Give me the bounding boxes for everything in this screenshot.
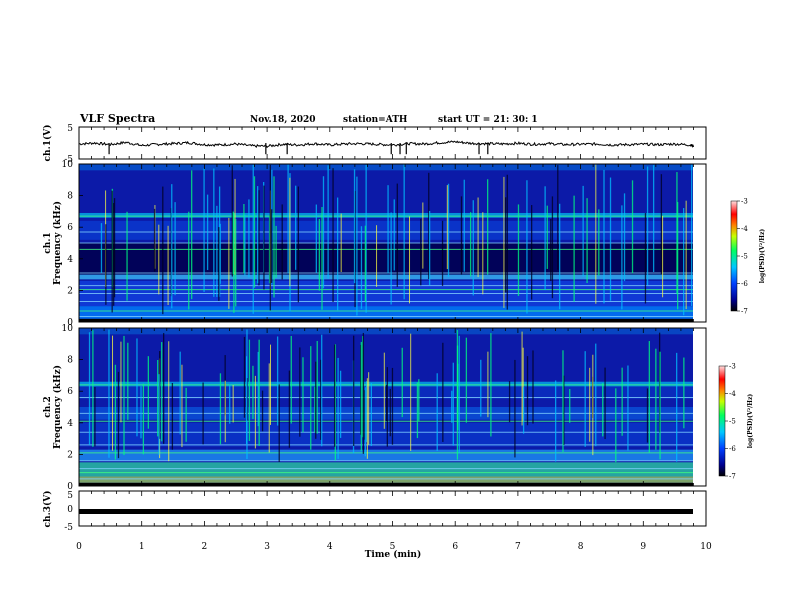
colorbar-tick-label: -6 (741, 280, 748, 288)
x-tick-label: 8 (578, 542, 584, 552)
ch2-spec-ylabel-freq: Frequency (kHz) (52, 365, 63, 449)
figure-title: VLF Spectra (79, 112, 155, 125)
freq-tick-label: 0 (67, 482, 73, 492)
freq-tick-label: 2 (67, 450, 73, 460)
ch3-waveform-line (79, 509, 693, 514)
freq-tick-label: 6 (67, 387, 73, 397)
x-tick-label: 0 (76, 542, 82, 552)
spectro-band (79, 212, 693, 218)
freq-tick-label: 10 (62, 324, 74, 334)
ch1-spectrogram-panel: 0 2 4 6 8 10 ch.1 Frequency (kHz) (43, 160, 707, 328)
colorbar-tick-label: -4 (741, 225, 748, 233)
freq-tick-label: 8 (67, 356, 73, 366)
ch2-colorbar: -3 -4 -5 -6 -7 log(PSD)(V²/Hz) (718, 363, 754, 481)
colorbar-tick-label: -3 (729, 363, 736, 371)
ch1-waveform-panel: 5 -5 ch.1(V) (42, 124, 707, 165)
freq-tick-label: 2 (67, 286, 73, 296)
spectro-band (79, 243, 693, 275)
ch1-spectrogram-image (79, 164, 706, 322)
x-tick-label: 6 (452, 542, 458, 552)
spectro-band (79, 274, 693, 280)
x-tick-label: 4 (327, 542, 333, 552)
x-tick-label: 10 (700, 542, 712, 552)
colorbar-tick-label: -7 (741, 308, 748, 316)
freq-tick-label: 10 (62, 160, 74, 170)
x-axis-tick-labels: 0 1 2 3 4 5 6 7 8 9 10 (76, 542, 712, 552)
freq-tick-label: 0 (67, 318, 73, 328)
spectro-band (79, 381, 693, 387)
freq-tick-label: 4 (67, 419, 73, 429)
ch3-ytick-bottom: -5 (64, 523, 73, 533)
x-tick-label: 1 (139, 542, 145, 552)
ch2-spec-ylabel: ch.2 (43, 396, 53, 417)
ch3-ytick-mid: 0 (67, 505, 73, 515)
colorbar-tick-label: -5 (741, 253, 748, 261)
spectro-band (79, 476, 693, 483)
freq-tick-label: 4 (67, 255, 73, 265)
x-tick-label: 2 (202, 542, 208, 552)
x-tick-label: 3 (264, 542, 270, 552)
colorbar-tick-label: -6 (729, 445, 736, 453)
freq-tick-label: 8 (67, 192, 73, 202)
ch1-waveform-line (78, 140, 694, 149)
spectro-band (79, 306, 693, 319)
spectro-band (79, 482, 693, 486)
spectro-band (79, 328, 693, 335)
ch1-ytick-bottom: -5 (64, 155, 73, 165)
ch2-spectrogram-image (79, 328, 706, 486)
x-tick-label: 7 (515, 542, 521, 552)
ch1-ytick-top: 5 (67, 124, 73, 134)
ch1-spec-ylabel: ch.1 (43, 232, 53, 253)
ch1-colorbar: -3 -4 -5 -6 -7 log(PSD)(V²/Hz) (730, 198, 766, 316)
spectro-band (79, 462, 693, 477)
x-tick-label: 9 (640, 542, 646, 552)
ch3-ylabel: ch.3(V) (42, 491, 53, 528)
spectro-band (79, 318, 693, 322)
x-axis-label: Time (min) (365, 549, 422, 560)
station-label: station=ATH (343, 115, 408, 125)
x-tick-label: 5 (390, 542, 396, 552)
ch2-spectrogram-panel: 0 2 4 6 8 10 ch.2 Frequency (kHz) (43, 324, 707, 492)
colorbar-tick-label: -5 (729, 418, 736, 426)
ch1-spec-ylabel-freq: Frequency (kHz) (52, 201, 63, 285)
ch1-colorbar-label: log(PSD)(V²/Hz) (759, 229, 766, 284)
spectro-band (79, 449, 693, 461)
freq-tick-label: 6 (67, 223, 73, 233)
ch3-ytick-top: 5 (67, 491, 73, 501)
date-label: Nov.18, 2020 (250, 115, 316, 125)
ch1-ylabel: ch.1(V) (42, 125, 53, 162)
colorbar-tick-label: -3 (741, 198, 748, 206)
ch2-colorbar-label: log(PSD)(V²/Hz) (747, 394, 754, 449)
spectro-band (79, 422, 693, 447)
ch3-waveform-panel: 5 0 -5 ch.3(V) (42, 490, 707, 533)
colorbar-tick-label: -4 (729, 390, 736, 398)
spectro-band (79, 164, 693, 171)
colorbar-tick-label: -7 (729, 473, 736, 481)
start-time-label: start UT = 21: 30: 1 (438, 115, 538, 125)
